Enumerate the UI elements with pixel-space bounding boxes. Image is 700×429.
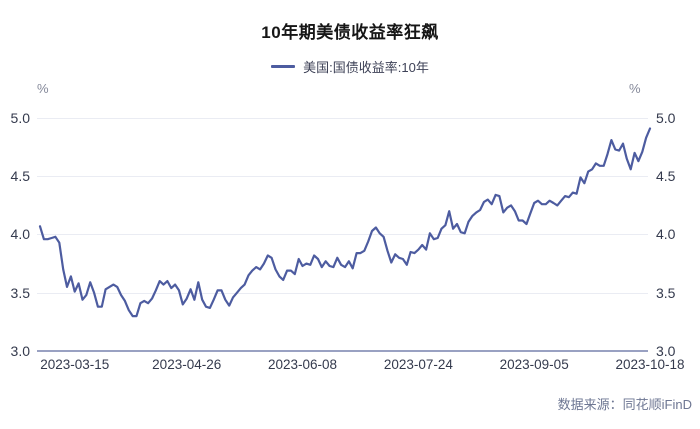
y-axis-unit-left: %: [37, 81, 49, 96]
x-axis-line: [37, 350, 648, 352]
gridline-5.0: [37, 118, 648, 119]
y-axis-unit-right: %: [629, 81, 641, 96]
y-axis-label-left: 3.0: [10, 343, 30, 359]
gridline-3.5: [37, 293, 648, 294]
y-axis-label-left: 4.0: [10, 226, 30, 242]
y-axis-label-left: 4.5: [10, 168, 30, 184]
y-axis-label-right: 5.0: [656, 110, 676, 126]
x-axis-label: 2023-03-15: [40, 357, 110, 372]
x-axis-label: 2023-06-08: [268, 357, 338, 372]
y-axis-label-right: 3.0: [656, 343, 676, 359]
y-axis-label-right: 4.5: [656, 168, 676, 184]
legend-line-swatch: [271, 65, 296, 68]
y-axis-label-left: 3.5: [10, 285, 30, 301]
gridline-4.5: [37, 176, 648, 177]
x-axis-label: 2023-07-24: [383, 357, 453, 372]
legend: 美国:国债收益率:10年: [0, 57, 700, 76]
x-axis-labels: 2023-03-15 2023-04-26 2023-06-08 2023-07-24…: [0, 357, 700, 375]
x-axis-label: 2023-10-18: [615, 357, 685, 372]
yield-line: [38, 127, 652, 318]
x-axis-label: 2023-04-26: [152, 357, 222, 372]
x-axis-label: 2023-09-05: [499, 357, 569, 372]
chart-title: 10年期美债收益率狂飙: [261, 23, 439, 42]
data-source-caption: 数据来源：同花顺iFinD: [557, 397, 692, 412]
y-axis-label-right: 3.5: [656, 285, 676, 301]
gridline-4.0: [37, 234, 648, 235]
legend-label: 美国:国债收益率:10年: [303, 60, 429, 75]
y-axis-label-left: 5.0: [10, 110, 30, 126]
y-axis-label-right: 4.0: [656, 226, 676, 242]
